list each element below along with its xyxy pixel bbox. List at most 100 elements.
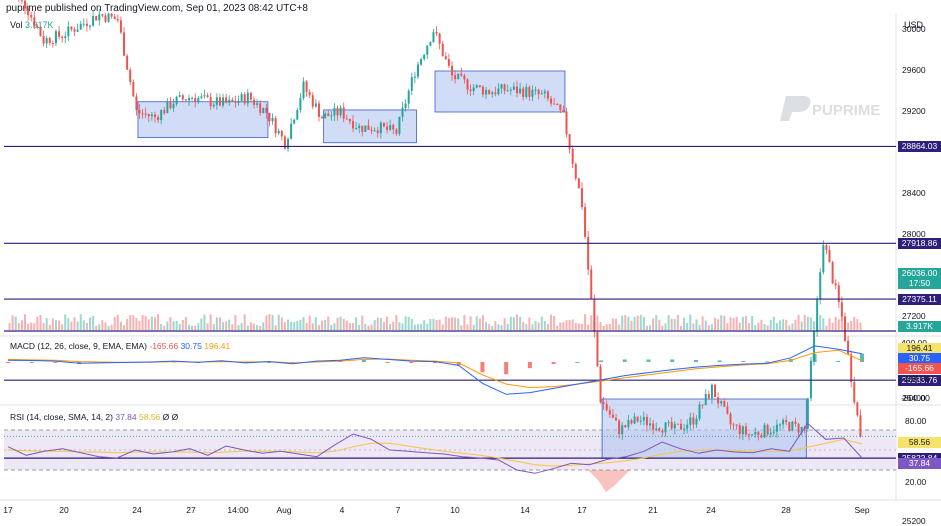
volume-bar-52	[169, 317, 172, 330]
level-tag-3: 26583.76	[898, 374, 941, 386]
volume-bar-74	[237, 324, 240, 330]
volume-bar-130	[410, 318, 413, 330]
candle-body-20	[70, 26, 73, 30]
volume-bar-196	[615, 318, 618, 330]
volume-bar-180	[565, 320, 568, 330]
volume-bar-118	[373, 320, 376, 330]
volume-bar-6	[27, 323, 30, 330]
volume-bar-271	[847, 322, 850, 330]
volume-bar-141	[444, 316, 447, 330]
candle-body-40	[132, 81, 135, 97]
candle-body-9	[36, 26, 39, 28]
volume-bar-45	[147, 319, 150, 330]
candle-body-102	[324, 113, 327, 119]
volume-bar-200	[627, 316, 630, 330]
volume-bar-247	[772, 316, 775, 330]
volume-bar-84	[268, 314, 271, 330]
time-tick-1: 20	[59, 505, 69, 515]
volume-bar-202	[633, 316, 636, 330]
volume-bar-164	[515, 314, 518, 330]
candle-body-237	[741, 426, 744, 435]
candle-body-83	[265, 107, 268, 113]
candle-body-196	[615, 417, 618, 421]
volume-bar-153	[481, 315, 484, 330]
candle-body-158	[497, 88, 500, 95]
candle-body-239	[748, 434, 751, 436]
candle-body-134	[423, 54, 426, 60]
candle-body-271	[847, 340, 850, 355]
candle-body-246	[769, 432, 772, 435]
candle-body-19	[67, 26, 70, 37]
candle-body-156	[491, 92, 494, 95]
candle-body-202	[633, 416, 636, 424]
candle-body-10	[39, 27, 42, 37]
candle-body-142	[447, 59, 450, 66]
volume-bar-207	[649, 325, 652, 330]
volume-bar-107	[339, 316, 342, 330]
volume-bar-171	[537, 322, 540, 330]
candle-body-85	[271, 117, 274, 122]
candle-body-18	[64, 36, 67, 39]
candle-body-139	[438, 33, 441, 44]
volume-bar-78	[249, 322, 252, 330]
candle-body-124	[392, 125, 395, 130]
candle-body-113	[358, 125, 361, 129]
candle-body-128	[404, 103, 407, 108]
candle-body-149	[469, 89, 472, 92]
volume-bar-273	[853, 316, 856, 330]
candle-body-191	[599, 366, 602, 403]
macd-hist-bar-11	[266, 362, 271, 363]
volume-bar-124	[392, 321, 395, 330]
candle-body-23	[79, 23, 82, 30]
candle-body-178	[559, 104, 562, 111]
volume-bar-147	[463, 314, 466, 330]
volume-bar-51	[166, 321, 169, 330]
candle-body-71	[228, 99, 231, 103]
volume-bar-215	[673, 319, 676, 330]
currency-label: USD	[904, 20, 924, 30]
candle-body-162	[509, 89, 512, 91]
volume-bar-21	[73, 317, 76, 330]
candle-body-54	[175, 96, 178, 105]
candle-body-74	[237, 100, 240, 103]
candle-body-129	[407, 90, 410, 104]
volume-bar-241	[754, 325, 757, 330]
candle-body-46	[150, 114, 153, 117]
macd-hist-bar-29	[693, 359, 698, 362]
candle-body-108	[342, 107, 345, 119]
candle-body-275	[859, 415, 862, 437]
volume-bar-36	[119, 321, 122, 330]
volume-bar-116	[367, 325, 370, 330]
candle-body-206	[645, 416, 648, 426]
volume-bar-32	[107, 325, 110, 330]
candle-body-57	[184, 99, 187, 101]
volume-bar-31	[104, 322, 107, 330]
candle-body-272	[850, 354, 853, 382]
candle-body-254	[794, 421, 797, 424]
candle-body-69	[222, 97, 225, 106]
time-tick-10: 17	[577, 505, 587, 515]
volume-bar-42	[138, 321, 141, 330]
volume-bar-140	[441, 324, 444, 330]
volume-bar-272	[850, 320, 853, 330]
volume-bar-119	[376, 317, 379, 330]
candle-body-47	[153, 114, 156, 118]
candle-body-93	[296, 109, 299, 120]
candle-body-240	[751, 434, 754, 436]
macd-legend: MACD (12, 26, close, 9, EMA, EMA) -165.6…	[10, 341, 230, 351]
macd-hist-bar-32	[765, 361, 770, 363]
volume-bar-58	[188, 324, 191, 330]
rsi-value-tag: 37.84	[898, 458, 941, 469]
volume-bar-117	[370, 324, 373, 330]
volume-bar-5	[24, 314, 27, 330]
candle-body-79	[252, 99, 255, 105]
candle-body-179	[562, 110, 565, 112]
candle-body-64	[206, 95, 209, 98]
volume-value: 3.917K	[25, 20, 54, 30]
macd-hist-bar-20	[480, 362, 485, 373]
volume-bar-242	[757, 322, 760, 330]
volume-bar-186	[584, 314, 587, 330]
price-tick-10: 25200	[902, 516, 926, 526]
volume-bar-178	[559, 322, 562, 330]
candle-body-104	[330, 115, 333, 117]
